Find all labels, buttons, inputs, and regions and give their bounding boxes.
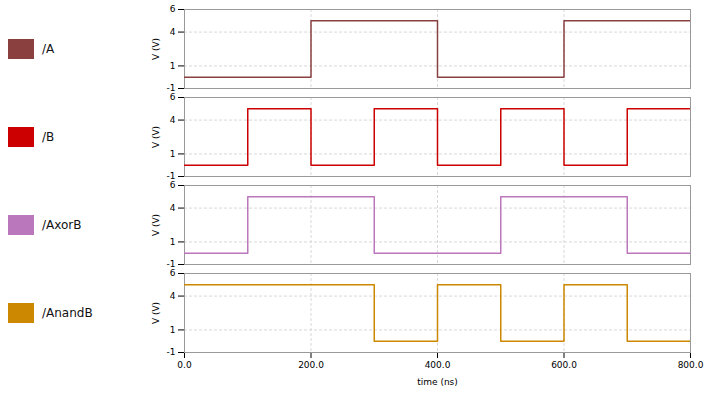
svg-text:4: 4 — [170, 291, 176, 301]
svg-text:4: 4 — [170, 203, 176, 213]
svg-text:-1: -1 — [167, 347, 176, 357]
html-text:/AxorB: /AxorB — [42, 217, 82, 232]
svg-text:6: 6 — [170, 92, 176, 102]
svg-text:1: 1 — [170, 149, 176, 159]
svg-text:V (V): V (V) — [151, 38, 161, 60]
svg-text:400.0: 400.0 — [425, 360, 451, 370]
svg-text:0.0: 0.0 — [177, 360, 192, 370]
svg-text:1: 1 — [170, 61, 176, 71]
svg-text:600.0: 600.0 — [551, 360, 577, 370]
svg-text:-1: -1 — [167, 171, 176, 180]
html-text:/B: /B — [42, 129, 55, 144]
svg-text:1: 1 — [170, 237, 176, 247]
svg-text:4: 4 — [170, 115, 176, 125]
html-text:/AnandB: /AnandB — [42, 305, 93, 320]
svg-text:V (V): V (V) — [151, 214, 161, 236]
svg-text:6: 6 — [170, 268, 176, 278]
svg-text:time (ns): time (ns) — [417, 377, 458, 387]
svg-text:V (V): V (V) — [151, 126, 161, 148]
svg-text:6: 6 — [170, 4, 176, 14]
svg-text:V (V): V (V) — [151, 302, 161, 324]
svg-text:-1: -1 — [167, 259, 176, 268]
svg-text:6: 6 — [170, 180, 176, 190]
svg-text:4: 4 — [170, 27, 176, 37]
svg-text:-1: -1 — [167, 83, 176, 92]
svg-text:1: 1 — [170, 325, 176, 335]
html-text:/A: /A — [42, 41, 55, 56]
svg-text:800.0: 800.0 — [678, 360, 704, 370]
svg-text:200.0: 200.0 — [298, 360, 324, 370]
